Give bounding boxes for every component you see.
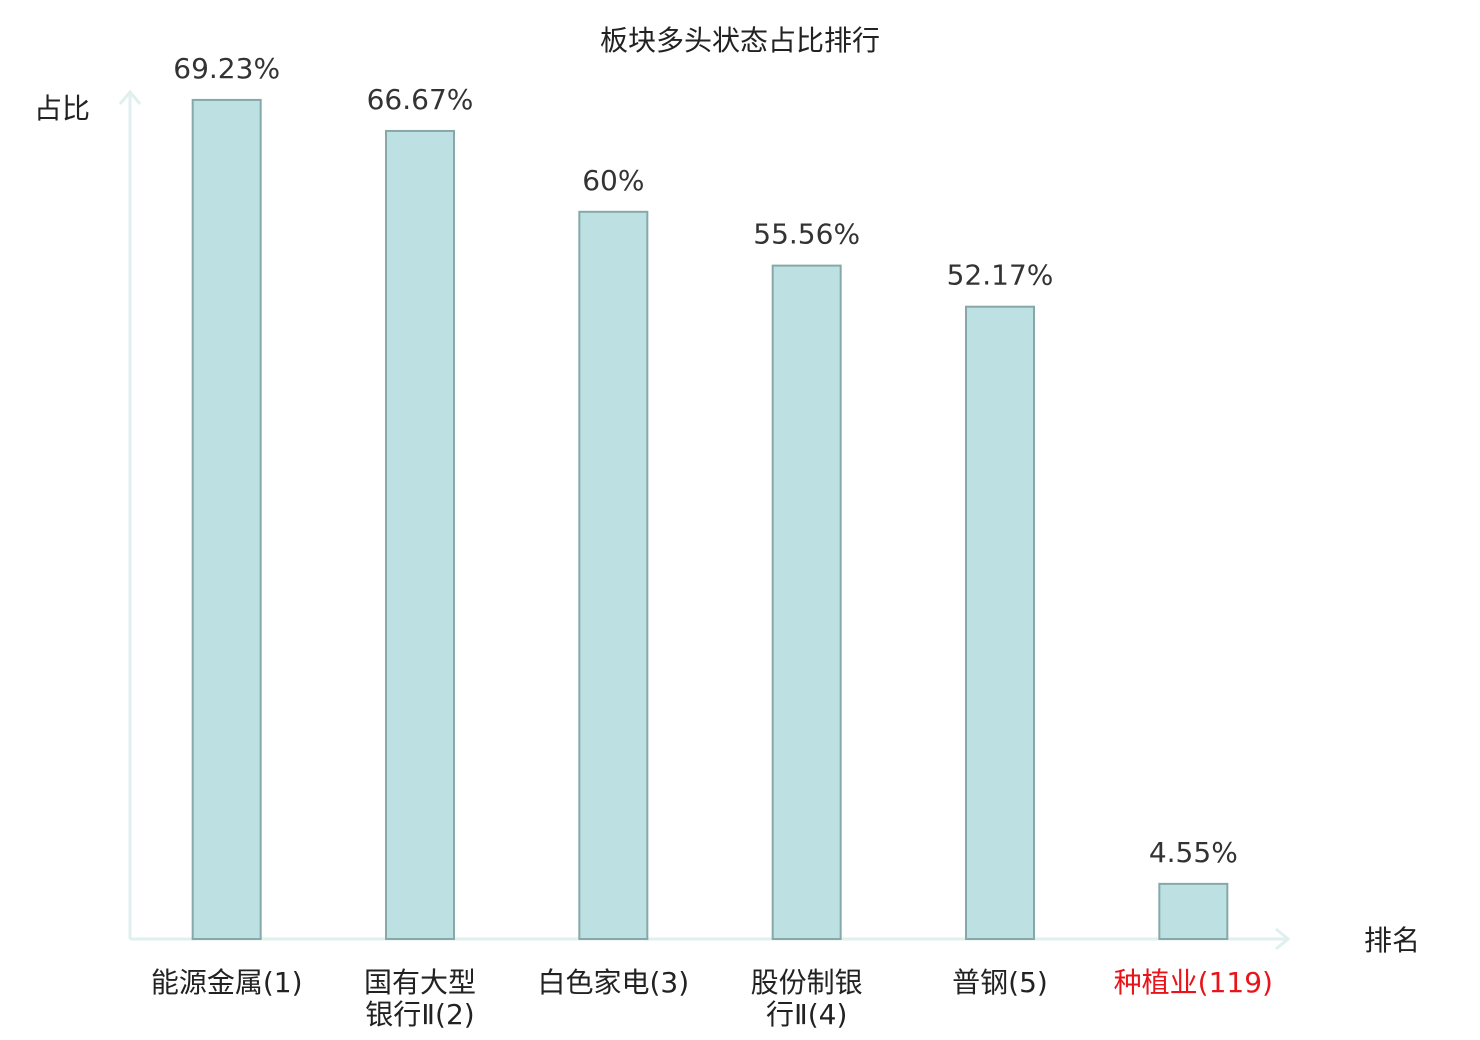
x-tick-label: 种植业(119) (1114, 966, 1273, 999)
x-axis-label: 排名 (1364, 924, 1420, 957)
x-axis-arrow (1275, 927, 1291, 951)
value-label: 55.56% (753, 218, 860, 251)
x-tick-label: 股份制银行Ⅱ(4) (751, 966, 863, 1031)
value-label: 4.55% (1149, 836, 1238, 869)
value-label: 60% (582, 164, 644, 197)
value-label: 69.23% (173, 52, 280, 85)
bar (1158, 882, 1229, 941)
axes (118, 89, 1291, 951)
chart-title: 板块多头状态占比排行 (600, 24, 880, 57)
y-axis-label: 占比 (34, 92, 90, 125)
x-tick-label: 能源金属(1) (151, 966, 303, 999)
bar (578, 210, 649, 941)
bar (965, 305, 1035, 940)
x-tick-label: 国有大型银行Ⅱ(2) (364, 966, 476, 1031)
value-label: 66.67% (367, 83, 474, 116)
x-tick-label: 普钢(5) (952, 966, 1048, 999)
bar (385, 129, 455, 940)
x-tick-label: 白色家电(3) (537, 966, 689, 999)
value-label: 52.17% (947, 259, 1054, 292)
bar (771, 264, 842, 940)
bar (191, 98, 262, 941)
y-axis-arrow (118, 89, 142, 105)
